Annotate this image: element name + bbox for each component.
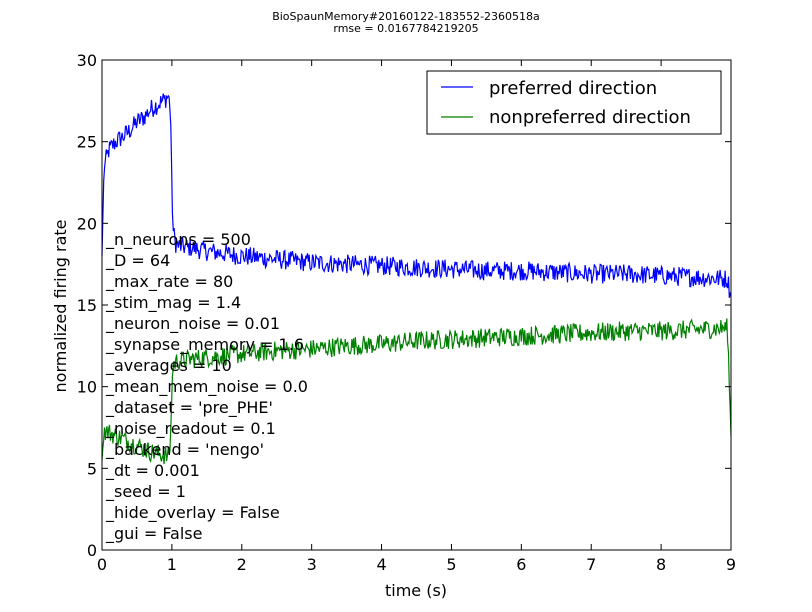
y-tick-label: 10 [77,378,97,397]
annotation-line: _averages = 10 [105,356,232,376]
y-tick-label: 30 [77,51,97,70]
series-line-1 [101,318,732,465]
annotation-line: _neuron_noise = 0.01 [105,314,280,334]
chart-title: BioSpaunMemory#20160122-183552-2360518a [272,10,540,23]
annotation-line: _hide_overlay = False [105,503,280,523]
y-axis-label: normalized firing rate [51,220,70,393]
chart-subtitle: rmse = 0.0167784219205 [333,22,478,35]
x-tick-label: 8 [656,555,666,574]
annotation-line: _noise_readout = 0.1 [105,419,276,439]
x-tick-label: 6 [516,555,526,574]
annotation-line: _dataset = 'pre_PHE' [105,398,273,418]
y-tick-label: 5 [87,459,97,478]
axis-ticks: 0 1 2 3 4 5 6 7 8 9 0 5 10 15 20 25 30 [77,51,736,574]
annotation-line: _mean_mem_noise = 0.0 [105,377,308,397]
annotation-block: _n_neurons = 500_D = 64_max_rate = 80_st… [105,230,308,544]
series-layer [101,93,732,465]
y-tick-label: 0 [87,541,97,560]
x-tick-label: 0 [97,555,107,574]
annotation-line: _stim_mag = 1.4 [105,293,241,313]
x-axis-label: time (s) [385,581,447,600]
x-tick-label: 7 [586,555,596,574]
x-tick-label: 3 [307,555,317,574]
annotation-line: _synapse_memory = 1.6 [105,335,304,355]
annotation-line: _dt = 0.001 [105,461,200,481]
legend-box [426,70,722,135]
x-tick-label: 1 [167,555,177,574]
annotation-line: _D = 64 [105,251,170,271]
annotation-line: _max_rate = 80 [105,272,233,292]
y-tick-label: 25 [77,133,97,152]
x-tick-label: 5 [446,555,456,574]
x-tick-label: 4 [376,555,386,574]
x-tick-label: 9 [726,555,736,574]
annotation-line: _gui = False [105,524,202,544]
x-tick-label: 2 [237,555,247,574]
annotation-line: _n_neurons = 500 [105,230,251,250]
annotation-line: _backend = 'nengo' [105,440,264,460]
legend: preferred direction nonpreferred directi… [426,70,722,135]
y-tick-label: 15 [77,296,97,315]
legend-label-nonpreferred: nonpreferred direction [489,107,691,128]
series-line-0 [101,93,732,298]
annotation-line: _seed = 1 [105,482,186,502]
legend-label-preferred: preferred direction [489,78,657,99]
y-tick-label: 20 [77,214,97,233]
